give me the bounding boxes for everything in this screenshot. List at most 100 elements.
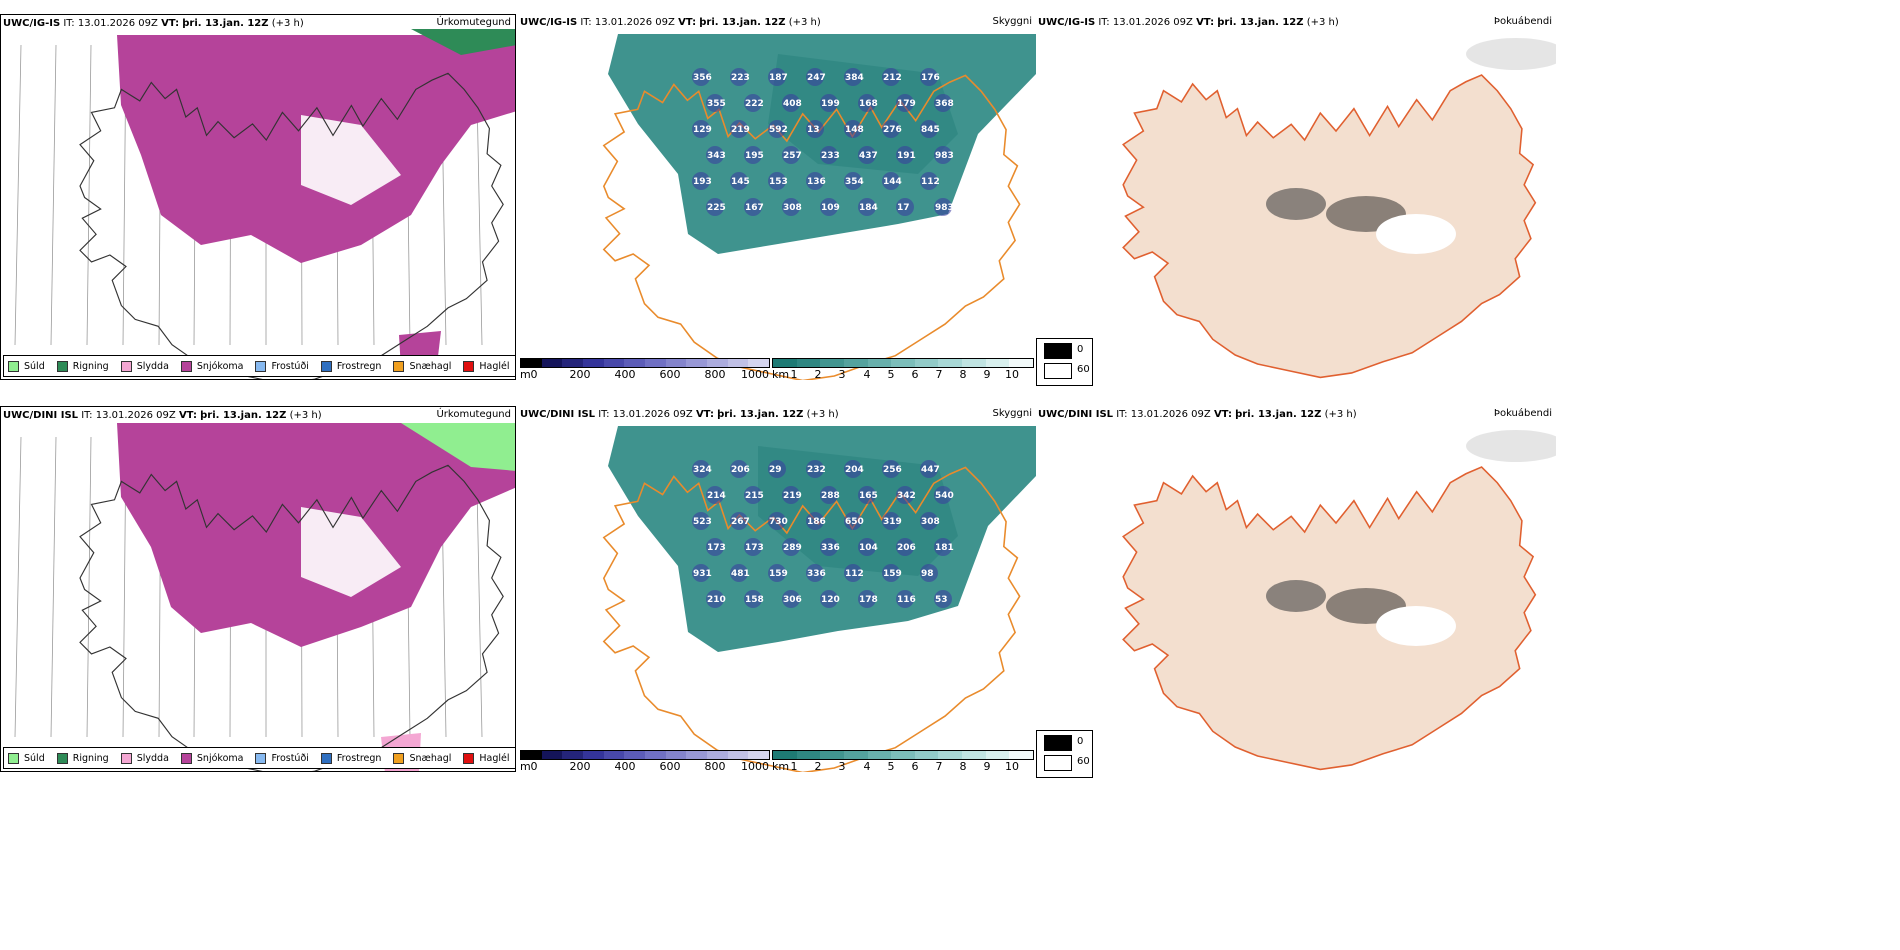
visibility-tick: 1 bbox=[790, 368, 798, 381]
cloud-patch bbox=[692, 172, 710, 190]
cloud-patch bbox=[820, 198, 838, 216]
colorbar-segment bbox=[707, 751, 728, 759]
cloud-base-value: 845 bbox=[921, 125, 940, 135]
colorbar-segment bbox=[796, 359, 821, 367]
colorbar-segment bbox=[707, 359, 728, 367]
cloud-patch bbox=[782, 538, 800, 556]
legend-swatch bbox=[180, 752, 192, 764]
cloud-base-value: 356 bbox=[693, 73, 712, 83]
panel-title: Skyggni bbox=[992, 16, 1032, 27]
cloud-base-tick: 0 bbox=[530, 368, 538, 381]
cloud-base-value: 186 bbox=[807, 517, 826, 527]
cloud-base-value: 212 bbox=[883, 73, 902, 83]
cloud-patch bbox=[782, 590, 800, 608]
legend-swatch bbox=[463, 360, 475, 372]
cloud-patch bbox=[768, 564, 786, 582]
visibility-tick: 8 bbox=[959, 760, 967, 773]
panel-title: Þokuábendi bbox=[1493, 408, 1552, 419]
cloud-patch bbox=[882, 512, 900, 530]
fog-legend-swatch-light bbox=[1044, 755, 1072, 771]
fog-legend-label: 0 bbox=[1077, 736, 1084, 747]
colorbar-segment bbox=[820, 751, 844, 759]
colorbar-segment bbox=[748, 359, 770, 367]
cloud-base-value: 210 bbox=[707, 595, 726, 605]
legend-swatch bbox=[120, 360, 132, 372]
visibility-tick: 7 bbox=[935, 760, 943, 773]
cloud-base-value: 173 bbox=[707, 543, 726, 553]
colorbar-segment bbox=[624, 751, 646, 759]
cloud-base-value: 173 bbox=[745, 543, 764, 553]
cloud-base-value: 29 bbox=[769, 465, 782, 475]
cloud-base-tick: 200 bbox=[569, 760, 591, 773]
cloud-base-value: 650 bbox=[845, 517, 864, 527]
cloud-base-value: 187 bbox=[769, 73, 788, 83]
cloud-base-value: 368 bbox=[935, 99, 954, 109]
cloud-base-value: 120 bbox=[821, 595, 840, 605]
cloud-base-value: 276 bbox=[883, 125, 902, 135]
cloud-base-value: 136 bbox=[807, 177, 826, 187]
cloud-base-value: 167 bbox=[745, 203, 764, 213]
colorbar-segment bbox=[843, 359, 868, 367]
cloud-patch bbox=[782, 94, 800, 112]
cloud-base-scale bbox=[520, 750, 770, 760]
colorbar-segment bbox=[914, 359, 939, 367]
visibility-panel-row1: 356 223 187 247 384 212 176 355 222 408 199 168 179 3… bbox=[518, 14, 1036, 380]
cloud-base-value: 159 bbox=[883, 569, 902, 579]
cloud-patch bbox=[882, 564, 900, 582]
colorbar-segment bbox=[938, 359, 963, 367]
visibility-colorbar: km 1 2 3 4 5 6 7 8 9 10 bbox=[772, 750, 1034, 774]
panel-header: UWC/DINI ISL IT: 13.01.2026 09Z VT: þri.… bbox=[1038, 409, 1357, 420]
visibility-tick: 6 bbox=[911, 368, 919, 381]
legend-item: Slydda bbox=[120, 752, 169, 764]
cloud-base-tick: 400 bbox=[614, 760, 636, 773]
cloud-patch bbox=[858, 198, 876, 216]
cloud-patch bbox=[896, 486, 914, 504]
colorbar-segment bbox=[562, 751, 584, 759]
visibility-scale bbox=[772, 358, 1034, 368]
cloud-patch bbox=[692, 68, 710, 86]
cloud-patch bbox=[806, 512, 824, 530]
cloud-base-value: 17 bbox=[897, 203, 910, 213]
cloud-patch bbox=[730, 120, 748, 138]
cloud-patch bbox=[844, 68, 862, 86]
cloud-patch bbox=[882, 460, 900, 478]
cloud-patch bbox=[744, 146, 762, 164]
colorbar-segment bbox=[645, 751, 666, 759]
fog-legend-swatch-light bbox=[1044, 363, 1072, 379]
cloud-patch bbox=[730, 564, 748, 582]
panel-title: Skyggni bbox=[992, 408, 1032, 419]
visibility-scale bbox=[772, 750, 1034, 760]
visibility-unit: km bbox=[772, 368, 790, 381]
cloud-base-value: 384 bbox=[845, 73, 864, 83]
cloud-base-unit: m bbox=[520, 368, 531, 381]
cloud-base-value: 193 bbox=[693, 177, 712, 187]
cloud-patch bbox=[934, 538, 952, 556]
visibility-tick: 2 bbox=[814, 760, 822, 773]
cloud-patch bbox=[920, 68, 938, 86]
cloud-patch bbox=[858, 538, 876, 556]
cloud-base-value: 144 bbox=[883, 177, 902, 187]
cloud-base-colorbar: m 0 200 400 600 800 1000 bbox=[520, 750, 770, 774]
cloud-patch bbox=[920, 564, 938, 582]
colorbar-segment bbox=[867, 359, 892, 367]
cloud-patch bbox=[934, 94, 952, 112]
legend-swatch bbox=[393, 752, 405, 764]
colorbar-segment bbox=[583, 751, 604, 759]
cloud-base-value: 112 bbox=[921, 177, 940, 187]
precip-type-map bbox=[14, 29, 515, 379]
cloud-patch bbox=[920, 512, 938, 530]
fog-legend-label: 60 bbox=[1077, 756, 1090, 767]
cloud-patch bbox=[882, 68, 900, 86]
legend-item: Snjókoma bbox=[180, 360, 243, 372]
cloud-base-value: 447 bbox=[921, 465, 940, 475]
legend-item: Frostregn bbox=[320, 360, 381, 372]
visibility-unit: km bbox=[772, 760, 790, 773]
cloud-patch bbox=[934, 590, 952, 608]
visibility-tick: 3 bbox=[838, 760, 846, 773]
fog-legend-label: 0 bbox=[1077, 344, 1084, 355]
cloud-patch bbox=[706, 590, 724, 608]
colorbar-segment bbox=[727, 751, 749, 759]
colorbar-segment bbox=[773, 359, 797, 367]
